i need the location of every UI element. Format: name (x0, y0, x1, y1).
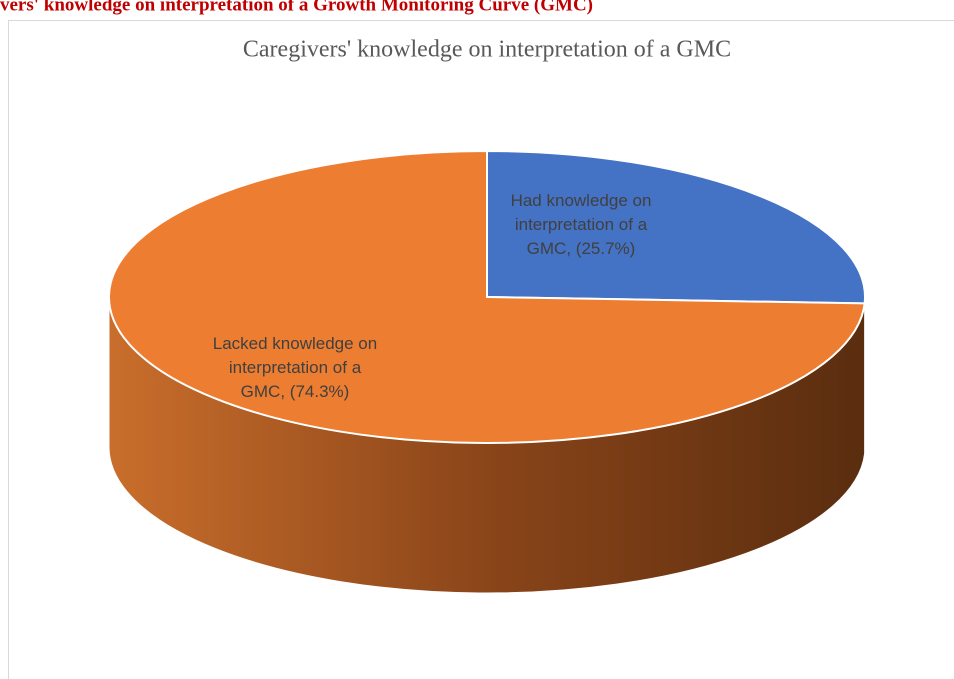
page-heading: vers' knowledge on interpretation of a G… (0, 0, 593, 15)
pie: Had knowledge on interpretation of a GMC, … (108, 149, 866, 594)
data-label: Had knowledge on interpretation of a GMC, … (511, 191, 652, 258)
pie-slice (108, 149, 866, 444)
pie-slice (486, 149, 866, 305)
data-label-line: Lacked knowledge on (213, 334, 377, 353)
data-label-line: GMC, (74.3%) (241, 382, 350, 401)
chart-title: Caregivers' knowledge on interpretation … (243, 37, 731, 63)
data-label-line: GMC, (25.7%) (527, 239, 636, 258)
data-label-line: interpretation of a (229, 358, 362, 377)
data-label-line: Had knowledge on (511, 191, 652, 210)
data-label: Lacked knowledge on interpretation of a GM… (213, 334, 377, 401)
data-label-line: interpretation of a (515, 215, 648, 234)
